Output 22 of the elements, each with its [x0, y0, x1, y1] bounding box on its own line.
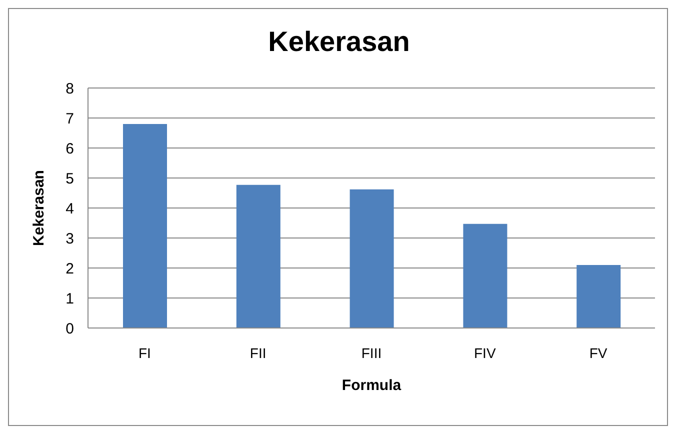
y-tick-label: 6	[66, 140, 74, 158]
bar	[463, 224, 508, 328]
x-tick-label: FV	[589, 344, 608, 361]
y-tick-label: 8	[66, 80, 74, 98]
y-tick-label: 2	[66, 260, 74, 278]
x-axis-title: Formula	[342, 377, 402, 394]
x-tick-label: FIII	[361, 344, 382, 361]
bar	[576, 265, 621, 328]
y-tick-label: 7	[66, 110, 74, 128]
bar	[350, 189, 394, 328]
y-tick-label: 3	[66, 230, 74, 248]
chart-title: Kekerasan	[267, 26, 411, 58]
x-tick-label: FII	[250, 344, 266, 361]
bar	[236, 184, 280, 328]
y-tick-label: 1	[66, 290, 74, 308]
y-tick-label: 4	[66, 200, 74, 218]
x-tick-label: FIV	[474, 344, 496, 361]
y-axis-title: Kekerasan	[30, 170, 48, 246]
y-tick-label: 5	[66, 170, 74, 188]
y-tick-label: 0	[66, 320, 74, 338]
x-tick-label: FI	[138, 344, 151, 361]
bar	[123, 124, 167, 328]
